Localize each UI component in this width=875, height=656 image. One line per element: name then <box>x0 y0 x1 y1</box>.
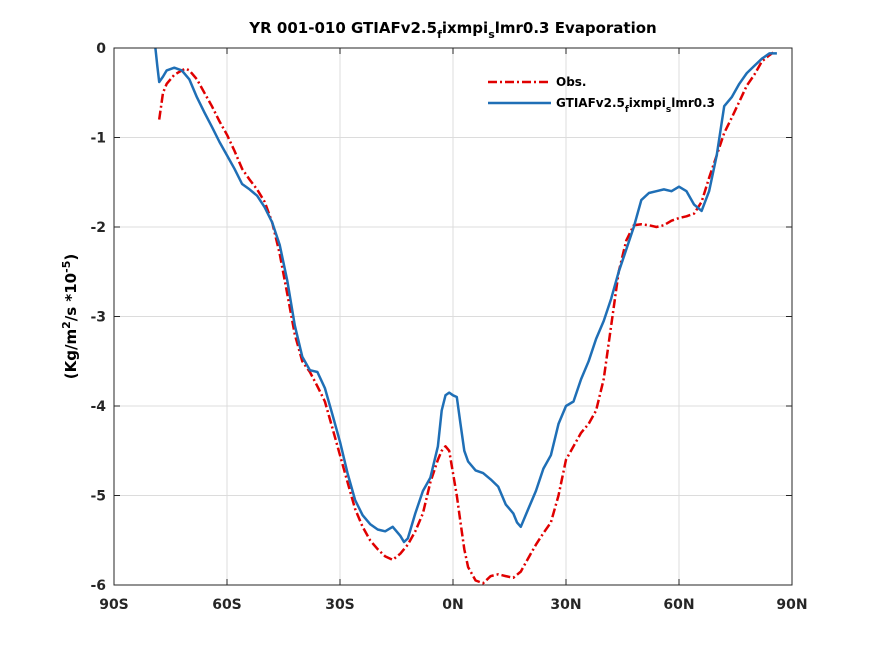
chart-title: YR 001-010 GTIAFv2.5fixmpislmr0.3 Evapor… <box>248 19 656 41</box>
x-tick-label: 90N <box>776 597 807 613</box>
legend-label: Obs. <box>556 75 587 89</box>
y-tick-label: -5 <box>90 489 106 505</box>
x-tick-label: 0N <box>442 597 463 613</box>
y-tick-label: -2 <box>90 220 106 236</box>
y-tick-label: -4 <box>90 399 106 415</box>
legend-label: GTIAFv2.5fixmpislmr0.3 <box>556 96 715 115</box>
y-axis-label: (Kg/m2/s *10-5) <box>60 254 80 379</box>
y-tick-label: -3 <box>90 310 106 326</box>
ticks: 90S 60S 30S 0N 30N 60N 90N 0 -1 -2 -3 -4 -5 -6 <box>90 41 807 613</box>
x-tick-label: 60N <box>663 597 694 613</box>
series-layer <box>154 48 777 585</box>
series-line-model <box>154 48 777 544</box>
x-tick-label: 60S <box>212 597 242 613</box>
x-tick-label: 30S <box>325 597 355 613</box>
x-tick-label: 90S <box>99 597 129 613</box>
y-tick-label: 0 <box>96 41 106 57</box>
y-tick-label: -6 <box>90 578 106 594</box>
y-tick-label: -1 <box>90 131 106 147</box>
legend: Obs. GTIAFv2.5fixmpislmr0.3 <box>488 75 715 115</box>
series-line-obs <box>157 51 774 585</box>
x-tick-label: 30N <box>550 597 581 613</box>
